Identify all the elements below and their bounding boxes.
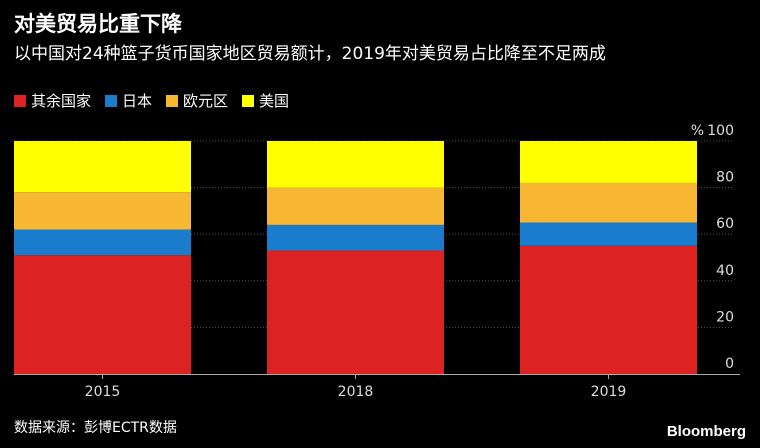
y-tick-label-20: 20 xyxy=(716,309,734,325)
y-tick-label-60: 60 xyxy=(716,216,734,232)
y-tick-label-0: 0 xyxy=(725,356,734,372)
bloomberg-logo: Bloomberg xyxy=(666,423,746,440)
x-tick-label-2018: 2018 xyxy=(338,384,374,400)
legend-item-japan: 日本 xyxy=(105,90,152,111)
legend-item-eurozone: 欧元区 xyxy=(166,90,228,111)
legend-label-us: 美国 xyxy=(259,92,290,110)
bar-2015-series-3 xyxy=(14,141,191,193)
legend-item-rest: 其余国家 xyxy=(14,90,91,111)
chart-subtitle: 以中国对24种篮子货币国家地区贸易额计，2019年对美贸易占比降至不足两成 xyxy=(14,44,606,64)
chart-title: 对美贸易比重下降 xyxy=(14,12,182,36)
legend-label-rest: 其余国家 xyxy=(31,92,92,110)
bar-2018-series-3 xyxy=(267,141,444,188)
bar-2019-series-1 xyxy=(520,222,697,246)
bar-2018-series-2 xyxy=(267,187,444,225)
bars xyxy=(14,141,697,374)
y-axis: 0 20 40 60 80 100% xyxy=(691,123,734,372)
y-tick-label-40: 40 xyxy=(716,263,734,279)
legend-label-japan: 日本 xyxy=(122,92,153,110)
legend-swatch-rest xyxy=(14,94,26,107)
y-unit-label: % xyxy=(691,123,704,139)
legend-swatch-eurozone xyxy=(166,94,179,107)
legend-item-us: 美国 xyxy=(242,90,289,111)
legend-swatch-us xyxy=(242,94,255,107)
legend: 其余国家 日本 欧元区 美国 xyxy=(14,90,289,111)
bar-2019-series-3 xyxy=(520,141,697,183)
bar-2018-series-0 xyxy=(267,250,444,374)
source-note: 数据来源：彭博ECTR数据 xyxy=(14,420,177,436)
x-tick-label-2015: 2015 xyxy=(85,384,121,400)
x-tick-label-2019: 2019 xyxy=(591,384,627,400)
bar-2019-series-2 xyxy=(520,182,697,223)
bar-2015-series-2 xyxy=(14,192,191,230)
bar-2015-series-1 xyxy=(14,229,191,256)
bar-2018-series-1 xyxy=(267,224,444,251)
legend-label-eurozone: 欧元区 xyxy=(183,92,229,110)
y-tick-label-100: 100 xyxy=(707,123,734,139)
bar-2015-series-0 xyxy=(14,255,191,374)
bar-2019-series-0 xyxy=(520,245,697,374)
x-axis: 2015 2018 2019 xyxy=(85,374,627,400)
grid-lines xyxy=(14,140,740,375)
legend-swatch-japan xyxy=(105,94,118,107)
y-tick-label-80: 80 xyxy=(716,170,734,186)
